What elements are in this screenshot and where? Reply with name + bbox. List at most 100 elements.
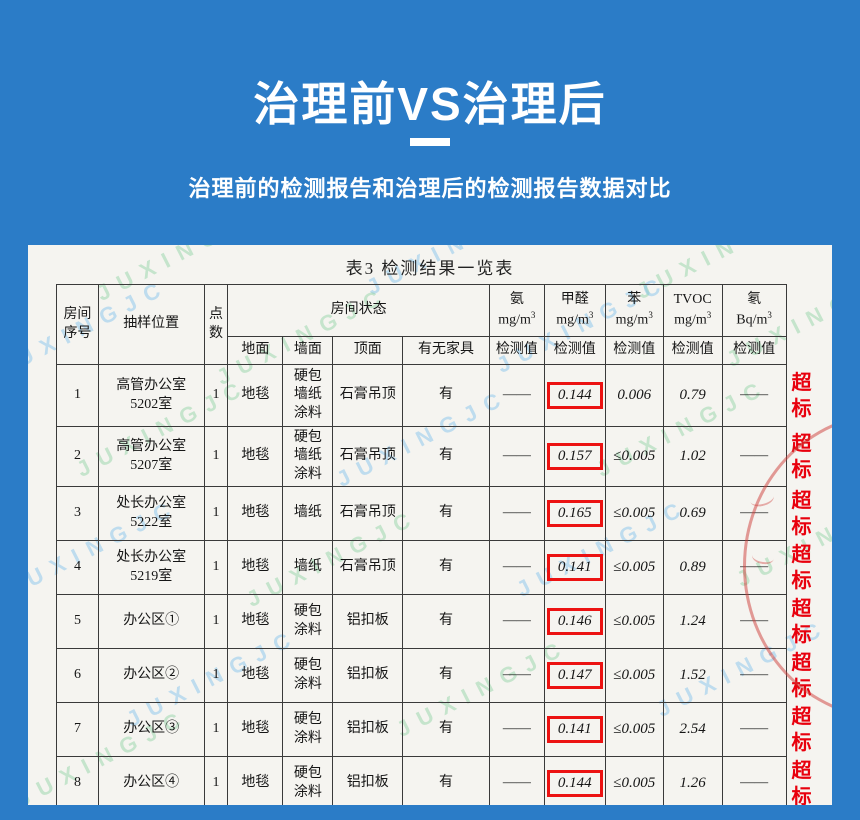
report-scan: JUXINGJC JUXINGJC JUXINGJC JUXINGJC JUXINGJC… <box>28 245 832 805</box>
cell-benzene: 0.006 <box>604 364 664 427</box>
col-location: 抽样位置 <box>97 284 205 365</box>
col-nh3: 氨 mg/m3 <box>488 284 545 337</box>
table-row: 4 处长办公室 5219室 1 地毯 墙纸 石膏吊顶有 —— 0.141 ≤0.005 0.89 ——… <box>56 540 833 595</box>
col-room-state-sub: 顶面 <box>332 336 404 365</box>
cell-wall: 硬包墙纸涂料 <box>282 426 334 487</box>
cell-points: 1 <box>203 426 229 487</box>
cell-floor: 地毯 <box>227 364 284 427</box>
cell-benzene: ≤0.005 <box>604 486 664 541</box>
cell-radon: —— <box>721 756 787 805</box>
cell-room-no: 2 <box>56 426 99 487</box>
cell-furniture: 有 <box>402 756 490 805</box>
cell-location: 办公区① <box>97 594 205 649</box>
cell-furniture: 有 <box>402 648 490 703</box>
cell-location: 处长办公室 5219室 <box>97 540 205 595</box>
table-title: 表3 检测结果一览表 <box>345 259 515 278</box>
cell-location: 高管办公室 5202室 <box>97 364 205 427</box>
cell-wall: 硬包涂料 <box>282 756 334 805</box>
cell-hcho: 0.157 <box>543 426 606 487</box>
cell-benzene: ≤0.005 <box>604 426 664 487</box>
cell-floor: 地毯 <box>227 486 284 541</box>
cell-furniture: 有 <box>402 486 490 541</box>
cell-ceiling: 铝扣板 <box>332 756 404 805</box>
cell-room-no: 4 <box>56 540 99 595</box>
col-hcho: 甲醛 mg/m3 <box>543 284 606 337</box>
exceed-label: 超标 <box>791 597 813 646</box>
exceed-label: 超标 <box>791 543 813 592</box>
cell-benzene: ≤0.005 <box>604 702 664 757</box>
cell-ceiling: 石膏吊顶 <box>332 486 404 541</box>
cell-points: 1 <box>203 594 229 649</box>
table-row: 2 高管办公室 5207室 1 地毯 硬包墙纸涂料 石膏吊顶有 —— 0.157 ≤0.005 1.… <box>56 426 833 487</box>
col-nh3-value-label: 检测值 <box>488 336 545 365</box>
cell-tvoc: 1.24 <box>662 594 723 649</box>
cell-room-no: 1 <box>56 364 99 427</box>
cell-ceiling: 石膏吊顶 <box>332 426 404 487</box>
cell-wall: 墙纸 <box>282 486 334 541</box>
exceed-label: 超标 <box>791 651 813 700</box>
exceed-label: 超标 <box>791 371 813 420</box>
exceed-label: 超标 <box>791 432 813 481</box>
cell-location: 高管办公室 5207室 <box>97 426 205 487</box>
table-row: 5 办公区① 1 地毯 硬包涂料 铝扣板有 —— 0.146 ≤0.005 1.24 —— 超标 <box>56 594 833 649</box>
cell-radon: —— <box>721 648 787 703</box>
col-room-state-sub: 有无家具 <box>402 336 490 365</box>
cell-wall: 硬包墙纸涂料 <box>282 364 334 427</box>
cell-radon: —— <box>721 364 787 427</box>
cell-wall: 墙纸 <box>282 540 334 595</box>
cell-wall: 硬包涂料 <box>282 702 334 757</box>
cell-room-no: 3 <box>56 486 99 541</box>
cell-nh3: —— <box>488 364 545 427</box>
cell-nh3: —— <box>488 702 545 757</box>
highlight-box: 0.147 <box>546 661 603 690</box>
cell-wall: 硬包涂料 <box>282 648 334 703</box>
table-row: 1 高管办公室 5202室 1 地毯 硬包墙纸涂料 石膏吊顶有 —— 0.144 0.006 0.7… <box>56 364 833 427</box>
cell-floor: 地毯 <box>227 594 284 649</box>
cell-furniture: 有 <box>402 594 490 649</box>
cell-furniture: 有 <box>402 702 490 757</box>
cell-floor: 地毯 <box>227 702 284 757</box>
cell-tvoc: 1.26 <box>662 756 723 805</box>
cell-points: 1 <box>203 702 229 757</box>
cell-floor: 地毯 <box>227 648 284 703</box>
highlight-box: 0.144 <box>546 381 603 410</box>
cell-radon: —— <box>721 486 787 541</box>
cell-radon: —— <box>721 426 787 487</box>
cell-floor: 地毯 <box>227 756 284 805</box>
cell-tvoc: 2.54 <box>662 702 723 757</box>
highlight-box: 0.144 <box>546 769 603 798</box>
col-points: 点数 <box>203 284 229 365</box>
cell-ceiling: 铝扣板 <box>332 594 404 649</box>
col-radon-value-label: 检测值 <box>721 336 787 365</box>
cell-tvoc: 1.52 <box>662 648 723 703</box>
cell-ceiling: 石膏吊顶 <box>332 364 404 427</box>
table-row: 3 处长办公室 5222室 1 地毯 墙纸 石膏吊顶有 —— 0.165 ≤0.005 0.69 ——… <box>56 486 833 541</box>
cell-radon: —— <box>721 594 787 649</box>
table-row: 7 办公区③ 1 地毯 硬包涂料 铝扣板有 —— 0.141 ≤0.005 2.54 —— 超标 <box>56 702 833 757</box>
page-subtitle: 治理前的检测报告和治理后的检测报告数据对比 <box>188 176 672 201</box>
cell-room-no: 7 <box>56 702 99 757</box>
page-title: 治理前VS治理后 <box>253 78 607 130</box>
cell-points: 1 <box>203 364 229 427</box>
cell-location: 办公区④ <box>97 756 205 805</box>
cell-room-no: 8 <box>56 756 99 805</box>
cell-ceiling: 石膏吊顶 <box>332 540 404 595</box>
cell-hcho: 0.141 <box>543 702 606 757</box>
table-row: 6 办公区② 1 地毯 硬包涂料 铝扣板有 —— 0.147 ≤0.005 1.52 —— 超标 <box>56 648 833 703</box>
cell-furniture: 有 <box>402 364 490 427</box>
cell-hcho: 0.147 <box>543 648 606 703</box>
cell-ceiling: 铝扣板 <box>332 702 404 757</box>
banner: 治理前VS治理后 治理前的检测报告和治理后的检测报告数据对比 <box>0 0 860 245</box>
cell-location: 处长办公室 5222室 <box>97 486 205 541</box>
cell-room-no: 6 <box>56 648 99 703</box>
cell-floor: 地毯 <box>227 540 284 595</box>
cell-benzene: ≤0.005 <box>604 756 664 805</box>
cell-nh3: —— <box>488 648 545 703</box>
col-room-state-sub: 墙面 <box>282 336 334 365</box>
table-row: 8 办公区④ 1 地毯 硬包涂料 铝扣板有 —— 0.144 ≤0.005 1.26 —— 超标 <box>56 756 833 805</box>
cell-nh3: —— <box>488 486 545 541</box>
cell-benzene: ≤0.005 <box>604 594 664 649</box>
cell-furniture: 有 <box>402 540 490 595</box>
col-hcho-value-label: 检测值 <box>543 336 606 365</box>
cell-nh3: —— <box>488 594 545 649</box>
